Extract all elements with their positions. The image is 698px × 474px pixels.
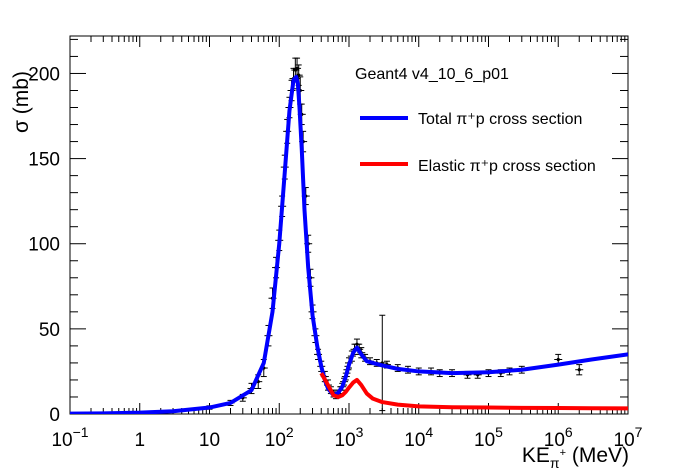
series-line-total bbox=[70, 74, 628, 414]
x-tick-label: 10 bbox=[199, 430, 220, 451]
x-tick-label: 106 bbox=[544, 424, 573, 451]
series-line-elastic bbox=[319, 372, 628, 411]
y-axis-title: σ (mb) bbox=[10, 71, 33, 133]
x-tick-label: 104 bbox=[404, 424, 433, 451]
x-tick-label: 105 bbox=[474, 424, 503, 451]
x-tick-label: 10−1 bbox=[51, 424, 88, 451]
legend-label-elastic: Elastic π⁺p cross section bbox=[418, 158, 596, 175]
x-tick-label: 102 bbox=[265, 424, 294, 451]
y-tick-label: 0 bbox=[49, 405, 60, 426]
data-point bbox=[378, 314, 387, 412]
x-tick-label: 1 bbox=[134, 430, 145, 451]
legend: Total π⁺p cross section Elastic π⁺p cros… bbox=[360, 111, 596, 175]
legend-label-total: Total π⁺p cross section bbox=[418, 111, 582, 128]
x-axis-title-sub: π bbox=[550, 455, 560, 471]
plot-frame bbox=[69, 35, 629, 415]
axis-ticks bbox=[69, 36, 629, 415]
x-axis-title-unit: (MeV) bbox=[566, 444, 629, 467]
y-tick-label: 100 bbox=[28, 235, 60, 256]
plot-area bbox=[70, 57, 628, 414]
data-point bbox=[575, 364, 584, 376]
model-curves bbox=[70, 74, 628, 414]
y-tick-label: 50 bbox=[39, 320, 60, 341]
y-tick-label: 200 bbox=[28, 64, 60, 85]
x-axis-title: KEπ+ (MeV) bbox=[522, 444, 629, 471]
x-tick-label: 107 bbox=[614, 424, 643, 451]
tick-labels: 10−1 1 10 102 103 104 105 106 107 0 50 100 150 200 bbox=[28, 64, 642, 451]
y-tick-label: 150 bbox=[28, 150, 60, 171]
x-axis-title-sup: + bbox=[560, 447, 566, 459]
x-axis-title-base: KE bbox=[522, 444, 550, 467]
annotation-text: Geant4 v4_10_6_p01 bbox=[355, 66, 509, 83]
x-tick-label: 103 bbox=[335, 424, 364, 451]
